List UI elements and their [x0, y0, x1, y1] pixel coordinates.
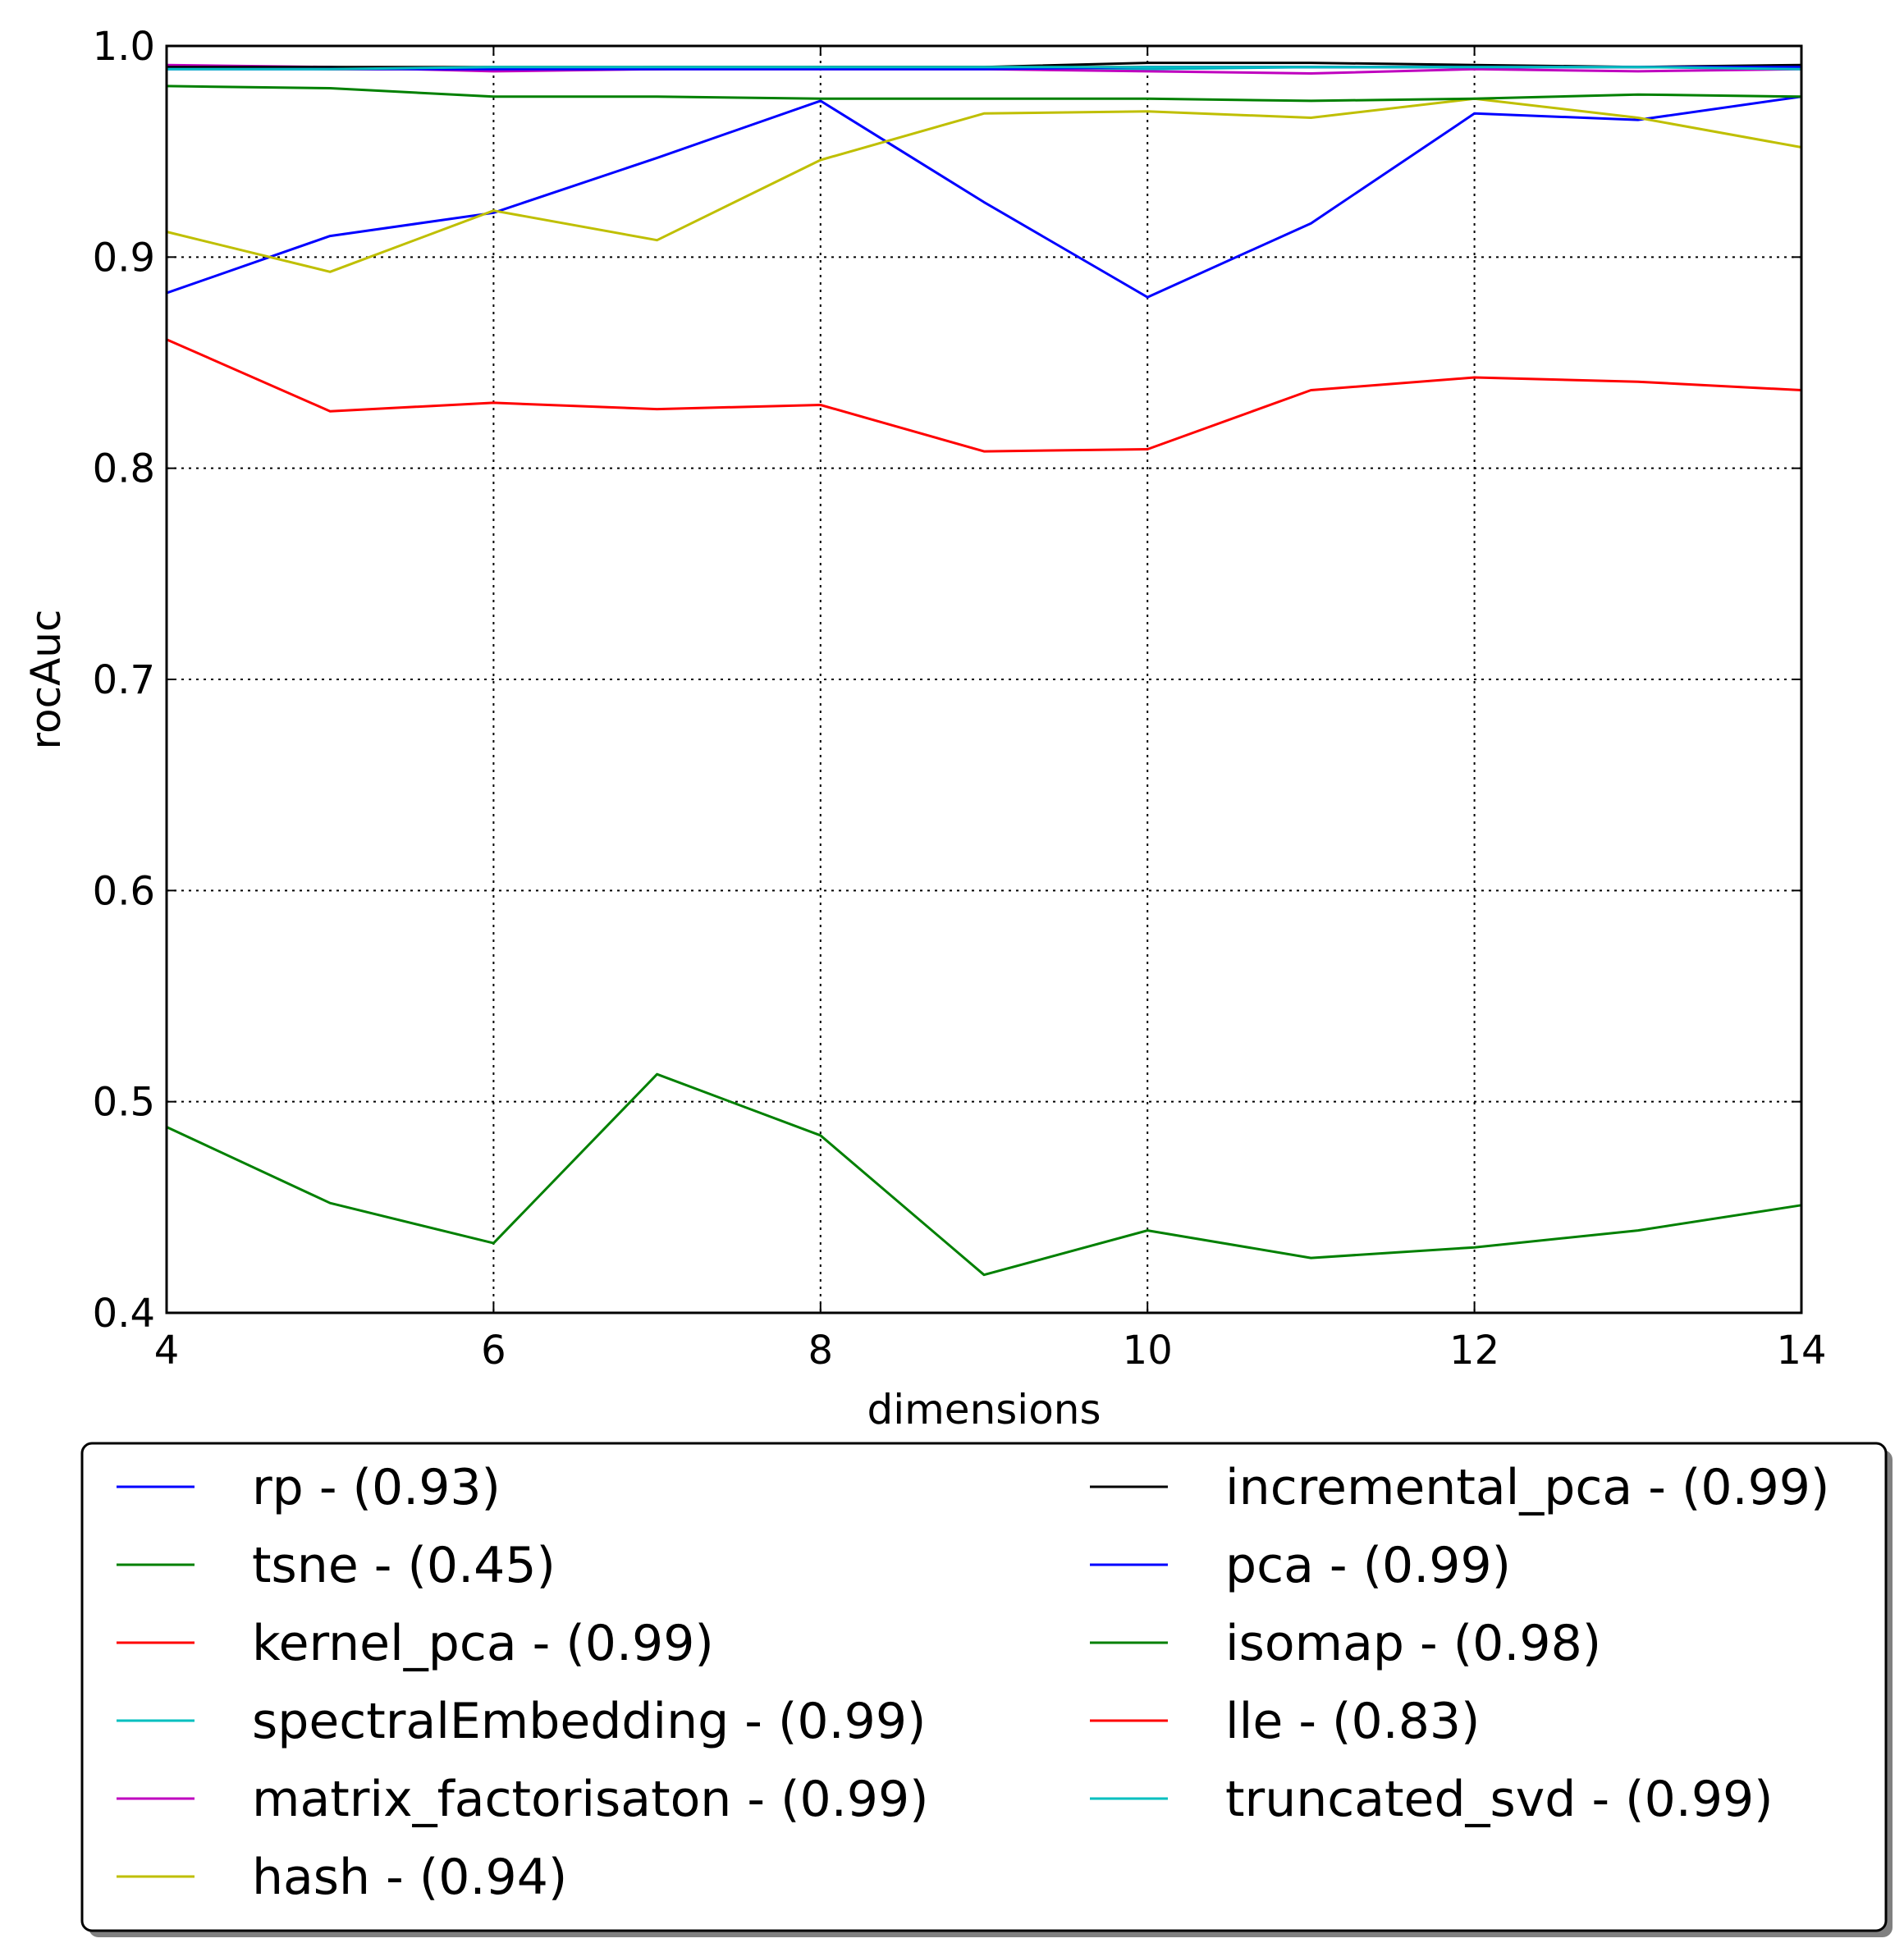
- series-lines: [166, 62, 1802, 1277]
- x-tick-label: 10: [1123, 1328, 1173, 1374]
- legend-label: matrix_factorisaton - (0.99): [252, 1771, 929, 1828]
- legend: rp - (0.93) tsne - (0.45) kernel_pca - (0.…: [80, 1442, 1893, 1937]
- x-tick-label: 6: [481, 1328, 506, 1374]
- x-tick-label: 14: [1776, 1328, 1826, 1374]
- y-tick-label: 1.0: [93, 24, 155, 70]
- legend-label: spectralEmbedding - (0.99): [252, 1693, 926, 1750]
- legend-label: kernel_pca - (0.99): [252, 1615, 714, 1672]
- x-tick-label: 12: [1449, 1328, 1499, 1374]
- series-line: [166, 97, 1802, 273]
- legend-label: incremental_pca - (0.99): [1225, 1459, 1829, 1516]
- series-line: [167, 66, 1802, 71]
- y-tick-label: 0.6: [93, 868, 155, 914]
- series-line: [166, 95, 1802, 299]
- series-line: [166, 338, 1802, 453]
- series-line: [166, 85, 1802, 103]
- x-tick-label: 4: [154, 1328, 180, 1374]
- legend-entries: rp - (0.93) tsne - (0.45) kernel_pca - (0.…: [117, 1459, 1829, 1906]
- legend-box: [80, 1442, 1888, 1932]
- y-tick-label: 0.8: [93, 446, 155, 492]
- legend-label: hash - (0.94): [252, 1849, 567, 1906]
- y-axis-label: rocAuc: [22, 610, 70, 750]
- legend-label: isomap - (0.98): [1225, 1615, 1601, 1672]
- axis-ticks: 4 6 8 10 12 14 0.4 0.5 0.6 0.7 0.8 0.9 1.0: [93, 24, 1827, 1374]
- legend-label: lle - (0.83): [1225, 1693, 1480, 1750]
- y-tick-label: 0.7: [93, 657, 155, 703]
- legend-label: tsne - (0.45): [252, 1537, 556, 1594]
- y-tick-label: 0.9: [93, 235, 155, 281]
- legend-label: truncated_svd - (0.99): [1225, 1771, 1774, 1828]
- y-tick-label: 0.5: [93, 1080, 155, 1126]
- x-tick-label: 8: [808, 1328, 834, 1374]
- grid: [167, 46, 1801, 1313]
- legend-label: pca - (0.99): [1225, 1537, 1511, 1594]
- legend-label: rp - (0.93): [252, 1459, 501, 1516]
- y-tick-label: 0.4: [93, 1291, 155, 1337]
- x-axis-label: dimensions: [867, 1386, 1101, 1433]
- series-line: [166, 1072, 1802, 1277]
